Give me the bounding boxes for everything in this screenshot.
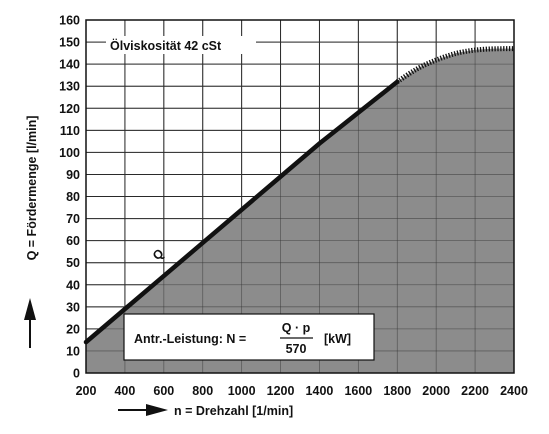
y-tick-label: 60 xyxy=(66,234,80,248)
y-tick-labels: 0 10 20 30 40 50 60 70 80 90 100 110 120 130 140 150 160 xyxy=(59,14,80,381)
y-tick-label: 30 xyxy=(66,300,80,314)
y-tick-label: 20 xyxy=(66,322,80,336)
x-tick-label: 1400 xyxy=(306,384,334,398)
x-tick-label: 1600 xyxy=(344,384,372,398)
x-tick-label: 400 xyxy=(114,384,135,398)
viscosity-label: Ölviskosität 42 cSt xyxy=(110,38,222,53)
power-formula-denominator: 570 xyxy=(286,342,307,356)
power-formula-box xyxy=(123,313,375,361)
y-tick-label: 50 xyxy=(66,256,80,270)
y-tick-label: 90 xyxy=(66,168,80,182)
power-formula-numerator: Q · p xyxy=(282,321,311,335)
x-tick-label: 2000 xyxy=(422,384,450,398)
y-tick-label: 80 xyxy=(66,190,80,204)
x-axis-label: n = Drehzahl [1/min] xyxy=(174,404,293,418)
x-tick-label: 2200 xyxy=(461,384,489,398)
y-tick-label: 100 xyxy=(59,146,80,160)
x-tick-label: 2400 xyxy=(500,384,528,398)
x-tick-label: 200 xyxy=(76,384,97,398)
x-tick-label: 1800 xyxy=(383,384,411,398)
x-tick-labels: 200 400 600 800 1000 1200 1400 1600 1800 2000 2200… xyxy=(76,384,528,398)
y-tick-label: 150 xyxy=(59,36,80,50)
y-tick-label: 110 xyxy=(60,124,80,138)
plot-frame xyxy=(85,19,515,374)
x-tick-label: 800 xyxy=(192,384,213,398)
y-tick-label: 0 xyxy=(73,367,80,381)
x-tick-label: 1200 xyxy=(267,384,295,398)
y-tick-label: 70 xyxy=(66,212,80,226)
y-tick-label: 40 xyxy=(66,278,80,292)
power-formula-prefix: Antr.-Leistung: N = xyxy=(134,332,246,346)
x-tick-label: 1000 xyxy=(228,384,256,398)
series-line-extension xyxy=(395,46,514,84)
y-tick-label: 160 xyxy=(59,14,80,28)
power-formula-unit: [kW] xyxy=(324,332,351,346)
y-tick-label: 10 xyxy=(66,344,80,358)
y-axis-arrow-icon xyxy=(24,298,36,348)
x-axis-arrow-icon xyxy=(118,404,168,416)
y-axis-label: Q = Fördermenge [l/min] xyxy=(25,116,39,261)
viscosity-label-box xyxy=(106,36,256,54)
y-tick-label: 140 xyxy=(59,58,80,72)
y-tick-label: 130 xyxy=(59,80,80,94)
area-fill xyxy=(86,48,514,374)
x-tick-label: 600 xyxy=(153,384,174,398)
y-tick-label: 120 xyxy=(59,102,80,116)
series-line-q xyxy=(83,79,400,345)
